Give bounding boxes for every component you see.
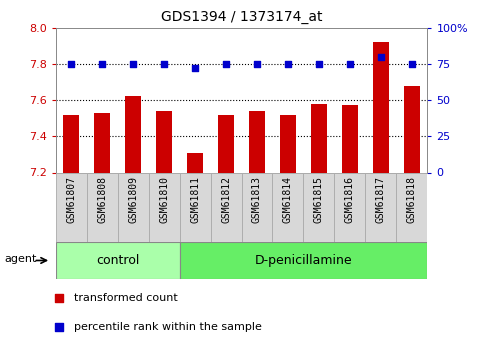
Bar: [156, 111, 172, 172]
Bar: [334, 172, 366, 242]
Bar: [342, 106, 358, 172]
Text: GSM61817: GSM61817: [376, 176, 386, 223]
Point: [284, 61, 292, 67]
Text: GSM61818: GSM61818: [407, 176, 417, 223]
Text: GSM61816: GSM61816: [345, 176, 355, 223]
Point: [129, 61, 137, 67]
Bar: [366, 172, 397, 242]
Text: GSM61813: GSM61813: [252, 176, 262, 223]
Text: GSM61814: GSM61814: [283, 176, 293, 223]
Text: GSM61810: GSM61810: [159, 176, 169, 223]
Bar: [180, 241, 427, 279]
Text: D-penicillamine: D-penicillamine: [255, 254, 352, 267]
Text: GSM61809: GSM61809: [128, 176, 138, 223]
Text: GSM61812: GSM61812: [221, 176, 231, 223]
Bar: [117, 172, 149, 242]
Bar: [94, 113, 110, 172]
Point: [160, 61, 168, 67]
Bar: [56, 241, 180, 279]
Text: GSM61815: GSM61815: [314, 176, 324, 223]
Point: [377, 54, 385, 59]
Bar: [280, 115, 296, 172]
Title: GDS1394 / 1373174_at: GDS1394 / 1373174_at: [161, 10, 322, 24]
Point: [253, 61, 261, 67]
Text: GSM61807: GSM61807: [66, 176, 76, 223]
Bar: [125, 96, 141, 172]
Point: [315, 61, 323, 67]
Bar: [218, 115, 234, 172]
Bar: [180, 172, 211, 242]
Point: [346, 61, 354, 67]
Point: [408, 61, 416, 67]
Bar: [187, 152, 203, 172]
Text: control: control: [96, 254, 139, 267]
Point: [67, 61, 75, 67]
Point: [354, 142, 361, 148]
Point: [191, 66, 199, 71]
Point: [222, 61, 230, 67]
Bar: [272, 172, 303, 242]
Bar: [249, 111, 265, 172]
Bar: [397, 172, 427, 242]
Bar: [373, 42, 389, 172]
Bar: [56, 172, 86, 242]
Bar: [242, 172, 272, 242]
Bar: [211, 172, 242, 242]
Bar: [303, 172, 334, 242]
Text: GSM61808: GSM61808: [97, 176, 107, 223]
Bar: [86, 172, 117, 242]
Text: agent: agent: [4, 254, 37, 264]
Bar: [404, 86, 420, 172]
Point: [98, 61, 106, 67]
Bar: [63, 115, 79, 172]
Text: GSM61811: GSM61811: [190, 176, 200, 223]
Bar: [311, 104, 327, 172]
Bar: [149, 172, 180, 242]
Text: transformed count: transformed count: [74, 293, 178, 303]
Text: percentile rank within the sample: percentile rank within the sample: [74, 322, 262, 332]
